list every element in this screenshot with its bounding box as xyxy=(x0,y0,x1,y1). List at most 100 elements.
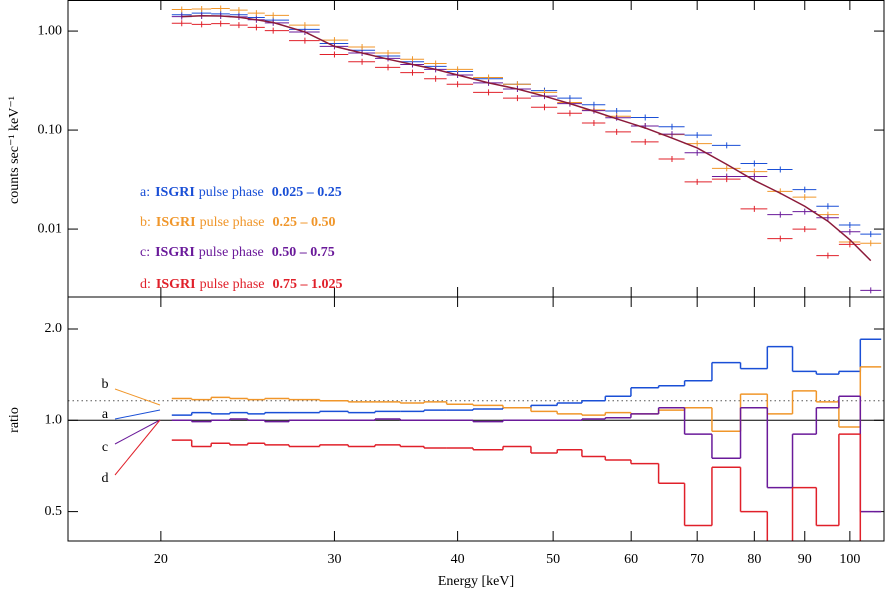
data-point xyxy=(767,211,793,218)
data-point xyxy=(605,128,631,135)
model-curve xyxy=(181,14,872,262)
data-point xyxy=(792,226,817,233)
data-point xyxy=(264,27,290,34)
legend-entry: d: ISGRI pulse phase 0.75 – 1.025 xyxy=(140,277,343,292)
legend-phase: 0.75 – 1.025 xyxy=(273,277,343,292)
data-point xyxy=(630,114,659,121)
data-point xyxy=(171,20,192,27)
y-tick-label: 0.5 xyxy=(45,504,63,519)
data-point xyxy=(684,178,712,185)
data-point xyxy=(860,287,882,294)
y-tick-label: 0.01 xyxy=(38,221,63,236)
letter-pointer xyxy=(114,419,161,476)
data-point xyxy=(605,114,631,121)
data-point xyxy=(767,166,793,173)
data-point xyxy=(740,160,768,167)
y-tick-label: 2.0 xyxy=(45,321,63,336)
data-point xyxy=(792,194,817,201)
data-point xyxy=(473,74,503,81)
x-tick-label: 40 xyxy=(451,552,465,567)
letter-pointer xyxy=(114,388,161,406)
legend-entry: a: ISGRI pulse phase 0.025 – 0.25 xyxy=(140,185,342,200)
y-tick-label: 1.0 xyxy=(45,413,63,428)
data-point xyxy=(816,252,839,259)
x-axis-label: Energy [keV] xyxy=(438,574,514,589)
data-point xyxy=(446,66,474,73)
data-point xyxy=(838,221,861,228)
legend-instrument: ISGRI xyxy=(155,245,195,260)
data-point xyxy=(767,235,793,242)
series-letter: c xyxy=(102,440,108,455)
legend-text: pulse phase xyxy=(200,277,265,292)
data-point xyxy=(191,6,212,13)
series-letter: a xyxy=(102,407,109,422)
legend-key: b: xyxy=(140,215,151,230)
data-point xyxy=(684,132,712,139)
data-point xyxy=(348,58,376,65)
legend-instrument: ISGRI xyxy=(156,215,196,230)
data-point xyxy=(211,5,230,12)
data-point xyxy=(446,81,474,88)
data-point xyxy=(792,186,817,193)
data-point xyxy=(605,107,631,114)
data-point xyxy=(424,75,447,82)
data-point xyxy=(319,51,349,58)
data-point xyxy=(860,240,882,247)
data-point xyxy=(530,104,558,111)
legend-text: pulse phase xyxy=(199,185,264,200)
data-point xyxy=(289,22,320,29)
data-point xyxy=(860,231,882,238)
y-axis-label: ratio xyxy=(7,407,22,433)
data-point xyxy=(860,311,881,317)
data-point xyxy=(630,138,659,145)
legend-text: pulse phase xyxy=(200,215,265,230)
data-point xyxy=(247,10,265,17)
data-point xyxy=(400,56,425,63)
data-point xyxy=(229,22,248,29)
data-point xyxy=(375,50,401,57)
data-point xyxy=(684,149,712,156)
legend-entry: c: ISGRI pulse phase 0.50 – 0.75 xyxy=(140,245,335,260)
legend-key: a: xyxy=(140,185,150,200)
x-tick-label: 100 xyxy=(839,552,860,567)
letter-pointer xyxy=(114,419,161,445)
data-point xyxy=(740,205,768,212)
legend-text: pulse phase xyxy=(199,245,264,260)
y-tick-label: 1.00 xyxy=(38,23,63,38)
y-axis-label: counts sec⁻¹ keV⁻¹ xyxy=(7,96,22,204)
legend-instrument: ISGRI xyxy=(155,185,195,200)
letter-pointer xyxy=(114,409,161,420)
data-point xyxy=(289,37,320,44)
data-point xyxy=(229,7,248,14)
x-tick-label: 80 xyxy=(747,552,761,567)
data-point xyxy=(658,123,685,130)
data-point xyxy=(658,156,685,163)
panel-frame xyxy=(67,296,885,542)
data-point xyxy=(816,214,839,221)
plot-area xyxy=(171,5,882,317)
data-point xyxy=(740,173,768,180)
series-letter: b xyxy=(102,377,109,392)
legend-phase: 0.50 – 0.75 xyxy=(272,245,335,260)
data-point xyxy=(816,203,839,210)
x-tick-label: 90 xyxy=(798,552,812,567)
data-point xyxy=(684,140,712,147)
x-tick-label: 30 xyxy=(327,552,341,567)
data-point xyxy=(348,44,376,51)
data-point xyxy=(838,228,861,235)
data-point xyxy=(424,60,447,67)
legend-phase: 0.25 – 0.50 xyxy=(273,215,336,230)
data-point xyxy=(375,64,401,71)
data-point xyxy=(557,110,582,117)
data-point xyxy=(581,119,606,126)
data-point xyxy=(400,69,425,76)
data-point xyxy=(502,95,531,102)
data-point xyxy=(473,75,503,82)
data-point xyxy=(264,12,290,19)
data-point xyxy=(211,20,230,27)
x-tick-label: 20 xyxy=(154,552,168,567)
plot-area xyxy=(68,338,884,541)
x-tick-label: 70 xyxy=(690,552,704,567)
data-point xyxy=(711,176,741,183)
